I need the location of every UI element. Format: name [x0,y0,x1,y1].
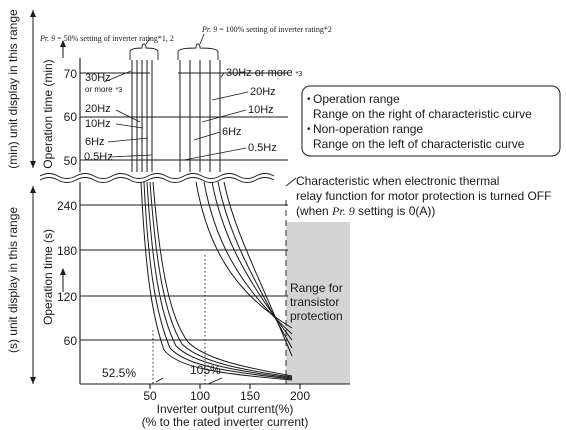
curves-100 [195,181,293,357]
protection-label-line3: protection [290,309,343,323]
leader-header-100 [199,33,205,45]
header-100-text: Pr. 9 = 100% setting of inverter rating*… [201,25,332,34]
min-range-side-label: (min) unit display in this range [6,9,20,169]
range-arrows [30,10,66,384]
protection-label-line1: Range for [290,281,343,295]
y-tick-50: 50 [64,154,78,168]
thermal-note-line2: relay function for motor protection is t… [296,189,551,203]
curves-50 [140,181,293,381]
curve-50-6hz [143,181,293,380]
axis-break-line-b [39,177,275,183]
brace-50 [129,43,159,60]
x-axis-sublabel: (% to the rated inverter current) [142,415,309,429]
left-label-or-more: or more *3 [85,85,122,94]
right-label-20hz: 20Hz [250,86,276,98]
x-tick-label-200: 200 [290,389,310,403]
legend-operation-range: Operation range [313,92,400,106]
right-label-30hz: 30Hz or more *3 [226,67,302,79]
transistor-protection-band [286,222,350,384]
pct-52-5-label: 52.5% [102,366,136,380]
x-tick-label-150: 150 [240,389,260,403]
y-tick-70: 70 [64,67,78,81]
leader-105 [207,377,223,385]
left-label-10hz: 10Hz [85,118,111,130]
axis-break-line-a [39,173,275,179]
pct-105-label: 105% [190,363,221,377]
y-tick-180: 180 [57,244,77,258]
axes [79,58,350,389]
label-leader-lines [103,70,249,161]
thermal-note-line1: Characteristic when electronic thermal [296,174,499,188]
legend-nonoperation-desc: Range on the left of characteristic curv… [313,137,525,151]
x-tick-label-100: 100 [190,389,210,403]
legend-box [301,85,561,157]
right-label-10hz: 10Hz [248,104,274,116]
y-upper-axis-label: Operation time (min) [41,59,55,168]
left-label-6hz: 6Hz [85,136,105,148]
leader-52-5 [155,377,164,383]
y-lower-axis-label: Operation time (s) [41,229,55,325]
protection-label-line2: transistor [290,295,339,309]
y-tick-240: 240 [57,199,77,213]
leader-thermal-note [285,177,297,187]
x-tick-label-50: 50 [143,389,157,403]
brace-100 [177,43,219,60]
header-50-text: Pr. 9 = 50% setting of inverter rating*1… [39,34,174,43]
legend-bullet-2: • [307,124,311,135]
x-axis-label: Inverter output current(%) [157,402,294,416]
y-tick-60: 60 [64,110,78,124]
left-label-20hz: 20Hz [85,103,111,115]
left-label-0.5hz: 0.5Hz [84,151,113,163]
left-label-30hz: 30Hz [85,72,111,84]
right-label-0.5hz: 0.5Hz [248,142,277,154]
curve-50-0.5hz [140,181,293,381]
legend-operation-desc: Range on the right of characteristic cur… [313,107,532,121]
thermal-note-line3: (when Pr. 9 setting is 0(A)) [296,204,435,218]
y-tick-120: 120 [57,290,77,304]
legend-nonoperation-range: Non-operation range [313,122,423,136]
leader-header-50 [145,37,151,45]
legend-bullet-1: • [307,94,311,105]
s-range-side-label: (s) unit display in this range [6,207,20,353]
upper-characteristic-lines [131,60,221,172]
y-tick-60: 60 [64,334,78,348]
right-label-6hz: 6Hz [222,126,242,138]
